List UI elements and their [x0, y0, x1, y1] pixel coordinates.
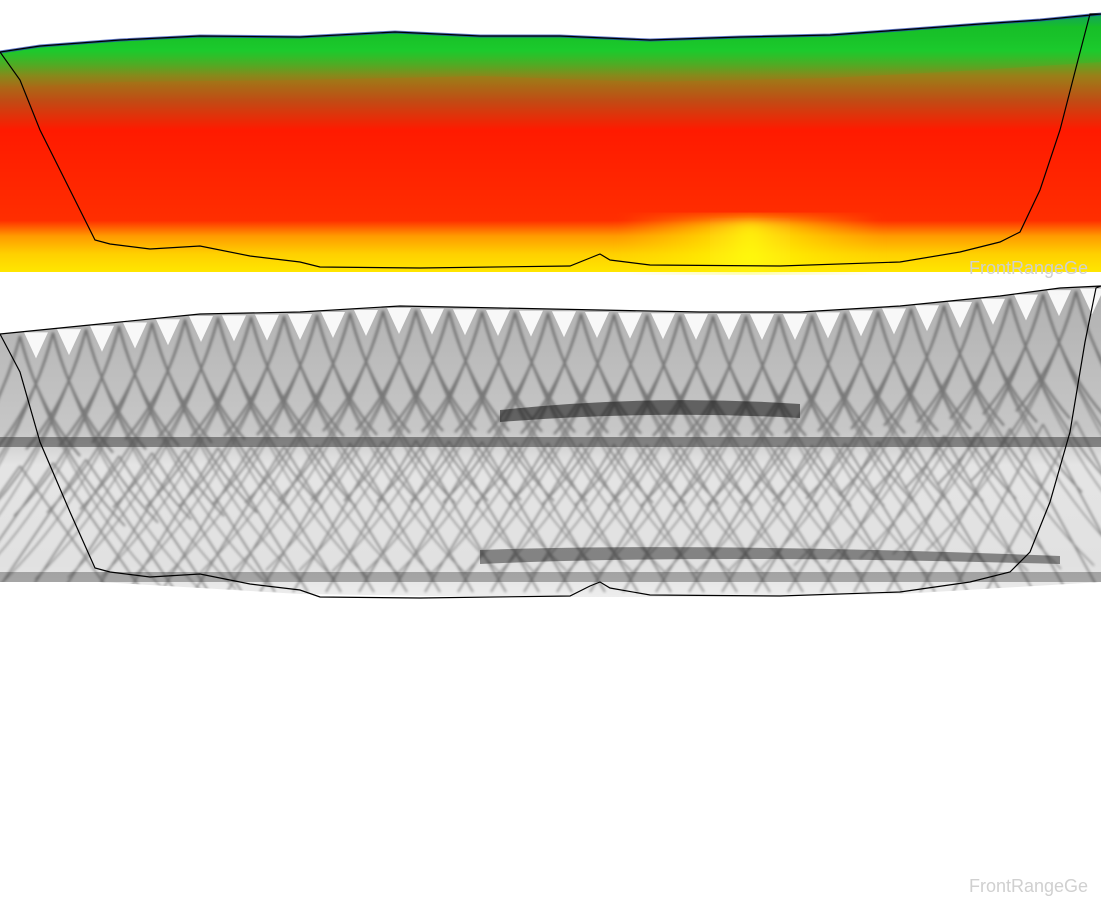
watermark-text: FrontRangeGe [969, 258, 1101, 279]
resistivity-section-panel: FrontRangeGe [0, 0, 1101, 275]
coverage-section-panel: FrontRangeGe [0, 282, 1101, 616]
watermark-text-2: FrontRangeGe [969, 876, 1101, 897]
resistivity-section-image [0, 0, 1101, 275]
ray-coverage-image [0, 282, 1101, 616]
